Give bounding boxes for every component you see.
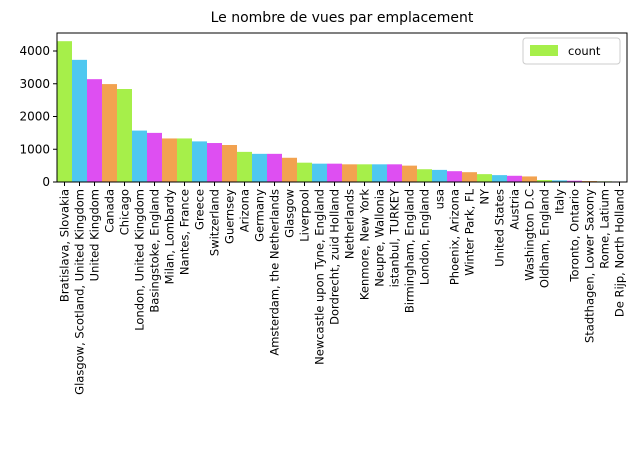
bar: [417, 169, 432, 182]
x-tick-label: Germany: [253, 189, 267, 242]
bar: [537, 180, 552, 182]
bar: [447, 171, 462, 182]
x-tick-label: Glasgow: [283, 189, 297, 238]
legend-label-count: count: [568, 44, 601, 58]
bar: [507, 175, 522, 182]
x-tick-label: Washington D.C: [523, 189, 537, 281]
bar: [117, 89, 132, 182]
bar: [132, 130, 147, 182]
bar: [237, 151, 252, 182]
x-tick-label: United Kingdom: [88, 189, 102, 281]
x-tick-label: Chicago: [118, 189, 132, 235]
plot-area-frame: [56, 32, 628, 183]
x-tick-label: Bratislava, Slovakia: [58, 189, 72, 302]
bar: [342, 164, 357, 182]
x-tick-label: De Rijp, North Holland: [613, 189, 627, 317]
x-tick-label: Dordrecht, zuid Holland: [328, 189, 342, 325]
bar: [222, 145, 237, 182]
bar: [522, 176, 537, 182]
x-tick-label: Neupre, Wallonia: [373, 189, 387, 287]
legend-frame: [522, 37, 621, 65]
bar: [72, 59, 87, 182]
bar: [477, 174, 492, 182]
x-tick-label: Stadthagen, Lower Saxony: [583, 189, 597, 343]
bar: [297, 162, 312, 182]
y-axis: 0 1000 2000 3000 4000: [19, 44, 57, 189]
x-tick-label: Nantes, France: [178, 189, 192, 275]
x-tick-label: Liverpool: [298, 189, 312, 242]
x-tick-label: Glasgow, Scotland, United Kingdom: [73, 189, 87, 395]
x-tick-label: United States: [493, 189, 507, 267]
bar: [327, 163, 342, 182]
x-tick-label: Rome, Latium: [598, 189, 612, 269]
x-tick-label: Austria: [508, 189, 522, 230]
bar: [57, 41, 72, 182]
x-axis: Bratislava, Slovakia Glasgow, Scotland, U…: [58, 182, 627, 395]
bar: [492, 175, 507, 182]
x-tick-label: Kenmore, New York: [358, 189, 372, 300]
bar: [462, 172, 477, 182]
x-tick-label: NY: [478, 188, 492, 205]
x-tick-label: Amsterdam, the Netherlands: [268, 189, 282, 356]
x-tick-label: Phoenix, Arizona: [448, 189, 462, 285]
x-tick-label: usa: [433, 189, 447, 209]
x-tick-label: Arizona: [238, 189, 252, 232]
legend-swatch-count: [530, 45, 558, 56]
bar: [177, 138, 192, 182]
bar: [102, 84, 117, 182]
bar: [372, 164, 387, 182]
bar: [87, 79, 102, 182]
bar: [432, 169, 447, 182]
chart-title: Le nombre de vues par emplacement: [211, 10, 474, 26]
y-tick-label: 2000: [19, 110, 50, 124]
x-tick-label: London, England: [418, 189, 432, 285]
bar: [207, 143, 222, 182]
x-tick-label: Winter Park, FL: [463, 188, 477, 275]
x-tick-label: London, United Kingdom: [133, 189, 147, 331]
x-tick-label: Canada: [103, 189, 117, 233]
x-tick-label: Guernsey: [223, 189, 237, 244]
x-tick-label: Greece: [193, 189, 207, 230]
bar: [267, 153, 282, 182]
x-tick-label: Switzerland: [208, 189, 222, 256]
bar: [402, 165, 417, 182]
bar: [552, 180, 567, 182]
x-tick-label: Milan, Lombardy: [163, 189, 177, 285]
bar: [567, 180, 582, 182]
x-tick-label: Basingstoke, England: [148, 189, 162, 313]
x-tick-label: Newcastle upon Tyne, England: [313, 189, 327, 365]
y-tick-label: 1000: [19, 142, 50, 156]
bar: [162, 138, 177, 182]
bar-series: [57, 41, 627, 182]
bar: [312, 163, 327, 182]
x-tick-label: Birmingham, England: [403, 189, 417, 313]
y-tick-label: 4000: [19, 44, 50, 58]
bar: [387, 164, 402, 182]
bar: [282, 157, 297, 182]
x-tick-label: istanbul, TURKEY: [388, 188, 402, 287]
x-tick-label: Netherlands: [343, 189, 357, 259]
legend: count: [522, 37, 621, 65]
bar: [252, 153, 267, 182]
y-tick-label: 3000: [19, 77, 50, 91]
y-tick-label: 0: [42, 175, 50, 189]
bar: [192, 141, 207, 182]
bar: [147, 132, 162, 182]
x-tick-label: Oldham, England: [538, 189, 552, 288]
bar: [357, 164, 372, 182]
x-tick-label: Toronto, Ontario: [568, 189, 582, 283]
x-tick-label: Italy: [553, 189, 567, 214]
